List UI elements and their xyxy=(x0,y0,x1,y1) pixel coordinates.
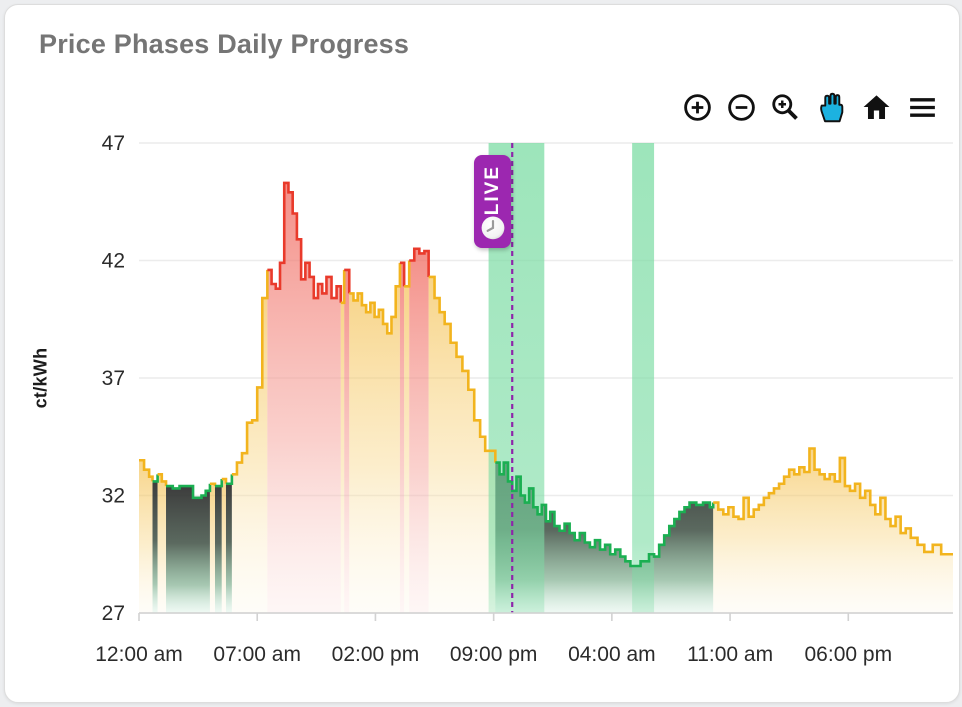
y-tick-label: 47 xyxy=(102,132,125,155)
price-line-normal xyxy=(231,269,269,476)
home-icon xyxy=(863,95,890,120)
price-line-cheap xyxy=(166,483,212,500)
zoom-in-icon xyxy=(684,94,711,121)
modebar xyxy=(680,89,941,126)
price-line-expensive xyxy=(344,268,351,294)
phase-fill-cheap xyxy=(214,486,222,613)
price-line-normal xyxy=(428,275,497,463)
zoom-out-button[interactable] xyxy=(724,90,759,125)
phase-fill-normal xyxy=(404,286,410,613)
price-line-cheap xyxy=(214,479,224,488)
phase-fill-normal xyxy=(428,276,496,613)
hamburger-icon xyxy=(910,98,935,117)
price-step-lines xyxy=(139,181,953,568)
cheap-window-band xyxy=(632,143,655,613)
chart-card: Price Phases Daily Progress xyxy=(4,4,960,703)
pan-button[interactable] xyxy=(812,89,849,126)
magnifier-plus-icon xyxy=(772,94,798,120)
home-button[interactable] xyxy=(858,89,895,126)
phase-fill-cheap xyxy=(495,462,714,613)
y-tick-label: 27 xyxy=(102,602,125,625)
price-line-normal xyxy=(221,477,228,484)
phase-fill-expensive xyxy=(267,182,341,613)
live-badge: LIVE xyxy=(474,155,512,248)
zoom-out-icon xyxy=(728,94,755,121)
price-line-normal xyxy=(404,260,411,288)
x-tick-label: 09:00 pm xyxy=(450,643,538,666)
price-line-cheap xyxy=(225,474,234,486)
price-line-normal xyxy=(349,262,402,335)
price-line-cheap xyxy=(495,461,715,568)
y-axis-title: ct/kWh xyxy=(30,347,51,409)
price-line-normal xyxy=(340,269,346,305)
menu-button[interactable] xyxy=(904,89,941,126)
phase-fill-normal xyxy=(231,298,268,613)
phase-fill-normal xyxy=(139,460,153,613)
x-tick-label: 11:00 am xyxy=(687,643,773,666)
phase-fill-normal xyxy=(221,479,226,613)
y-tick-label: 42 xyxy=(102,250,125,273)
price-line-normal xyxy=(713,447,953,556)
phase-fill-normal xyxy=(340,302,345,613)
phase-fill-expensive xyxy=(399,262,405,613)
price-line-cheap xyxy=(152,474,159,483)
live-badge-label: LIVE xyxy=(481,165,503,216)
price-line-expensive xyxy=(399,261,406,287)
phase-fill-cheap xyxy=(166,486,210,613)
phase-fill-expensive xyxy=(409,248,429,613)
pan-hand-icon xyxy=(820,92,844,123)
phase-fill-cheap xyxy=(152,481,158,613)
phase-fill-normal xyxy=(349,286,400,613)
x-tick-label: 06:00 pm xyxy=(805,643,893,666)
price-line-normal xyxy=(157,473,168,487)
x-tick-label: 07:00 am xyxy=(213,643,301,666)
price-line-expensive xyxy=(409,247,430,277)
price-line-expensive xyxy=(267,181,343,303)
phase-fill-expensive xyxy=(344,269,350,613)
x-tick-label: 04:00 am xyxy=(568,643,656,666)
phase-fill-cheap xyxy=(225,483,232,613)
x-tick-label: 02:00 pm xyxy=(332,643,420,666)
price-line-normal xyxy=(139,458,154,482)
clock-icon xyxy=(481,216,505,240)
zoom-in-button[interactable] xyxy=(680,90,715,125)
y-tick-label: 32 xyxy=(102,485,125,508)
page-title: Price Phases Daily Progress xyxy=(39,29,410,59)
phase-fill-normal xyxy=(713,448,953,613)
phase-fill-normal xyxy=(209,483,215,613)
axes: 12:00 am 07:00 am 02:00 pm 09:00 pm 04:00 am… xyxy=(95,132,953,666)
phase-fills xyxy=(139,182,953,613)
x-tick-label: 12:00 am xyxy=(95,643,183,666)
box-zoom-button[interactable] xyxy=(768,90,803,125)
y-tick-label: 37 xyxy=(102,367,125,390)
phase-fill-normal xyxy=(157,474,167,613)
